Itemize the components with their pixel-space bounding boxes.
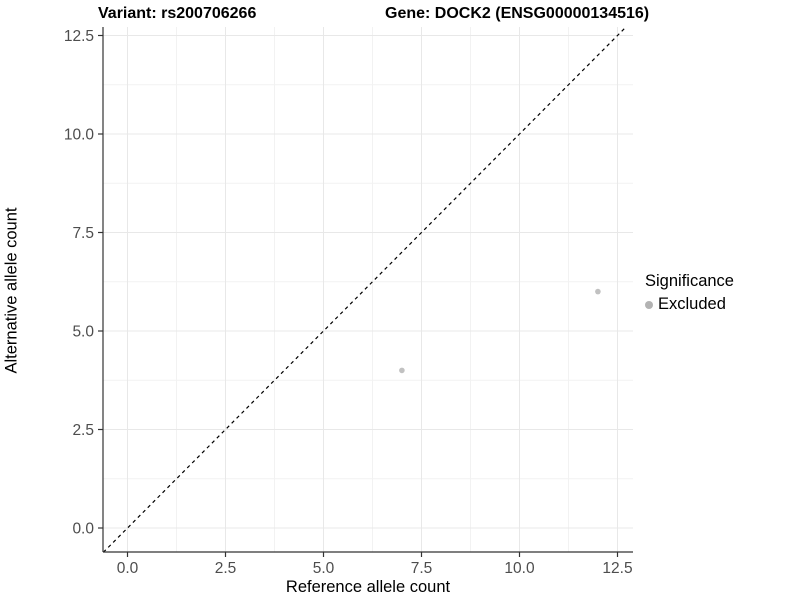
plot-title-gene: Gene: DOCK2 (ENSG00000134516) — [385, 5, 650, 22]
x-tick-label: 5.0 — [313, 560, 335, 577]
x-tick-label: 10.0 — [504, 560, 535, 577]
plot-title-variant: Variant: rs200706266 — [98, 5, 257, 22]
y-tick-label: 12.5 — [64, 28, 94, 45]
legend: Significance Excluded — [645, 272, 734, 314]
legend-entry-label: Excluded — [658, 295, 726, 313]
x-tick-label: 7.5 — [411, 560, 433, 577]
x-tick-label: 0.0 — [117, 560, 139, 577]
y-tick-label: 5.0 — [72, 324, 94, 341]
y-tick-label: 2.5 — [72, 422, 94, 439]
legend-title: Significance — [645, 272, 734, 290]
y-tick-label: 10.0 — [64, 127, 95, 144]
x-axis-title: Reference allele count — [285, 578, 451, 596]
data-point — [399, 367, 405, 374]
x-tick-label: 2.5 — [215, 560, 237, 577]
data-point — [595, 288, 601, 295]
x-tick-label: 12.5 — [602, 560, 632, 577]
y-tick-label: 0.0 — [72, 521, 94, 538]
y-tick-label: 7.5 — [72, 225, 94, 242]
y-axis-title: Alternative allele count — [2, 207, 21, 374]
panel-background — [103, 27, 633, 552]
legend-entry-excluded: Excluded — [645, 295, 734, 314]
legend-point-icon — [645, 300, 653, 309]
